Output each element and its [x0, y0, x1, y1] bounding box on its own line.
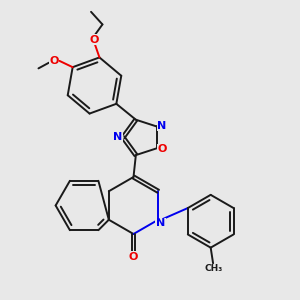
Text: O: O [89, 35, 99, 45]
Text: O: O [50, 56, 59, 66]
Text: O: O [129, 251, 138, 262]
Text: O: O [158, 144, 167, 154]
Text: N: N [113, 131, 122, 142]
Text: N: N [157, 121, 167, 130]
Text: CH₃: CH₃ [205, 264, 223, 273]
Text: N: N [156, 218, 165, 228]
